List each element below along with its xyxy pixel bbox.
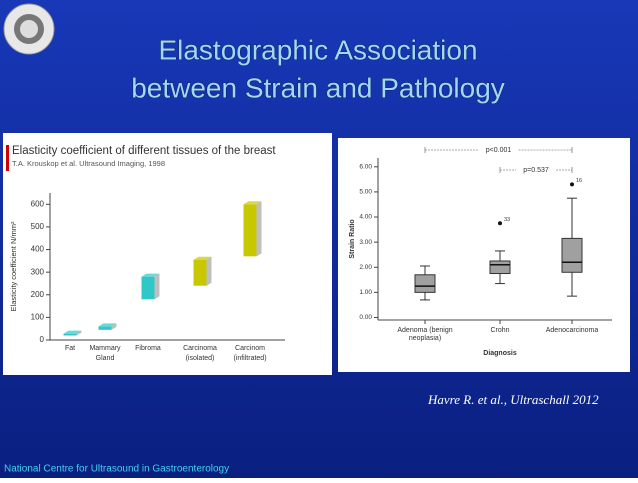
x-tick-label: (isolated) xyxy=(186,355,215,362)
bar-top xyxy=(141,273,160,277)
footer: National Centre for Ultrasound in Gastro… xyxy=(4,464,229,475)
y-axis-label: Strain Ratio xyxy=(349,219,356,258)
title-accent xyxy=(6,145,9,171)
x-tick-label: Carcinom xyxy=(235,345,265,352)
y-tick-label: 2.00 xyxy=(359,264,372,271)
x-tick-label: Adenocarcinoma xyxy=(546,327,599,334)
bar-top xyxy=(63,330,82,334)
y-tick-label: 100 xyxy=(31,312,45,321)
annotation: p<0.001 xyxy=(486,147,512,154)
bar xyxy=(193,259,207,286)
x-axis-label: Diagnosis xyxy=(483,350,517,357)
y-tick-label: 300 xyxy=(31,267,45,276)
y-tick-label: 3.00 xyxy=(359,239,372,246)
y-tick-label: 0 xyxy=(40,335,45,344)
x-tick-label: Fibroma xyxy=(135,345,161,352)
y-tick-label: 400 xyxy=(31,245,45,254)
y-tick-label: 1.00 xyxy=(359,289,372,296)
bar-side xyxy=(111,323,117,330)
bar xyxy=(141,276,155,300)
slide-title: Elastographic Association xyxy=(158,34,477,65)
x-tick-label: Mammary xyxy=(89,345,121,352)
y-tick-label: 4.00 xyxy=(359,214,372,221)
bar-top xyxy=(243,201,262,205)
y-tick-label: 200 xyxy=(31,290,45,299)
bar xyxy=(243,204,257,257)
y-tick-label: 0.00 xyxy=(359,314,372,321)
outlier xyxy=(498,221,502,226)
chart-subtitle: T.A. Krouskop et al. Ultrasound Imaging,… xyxy=(12,159,165,168)
chart-title: Elasticity coefficient of different tiss… xyxy=(12,145,276,157)
y-tick-label: 6.00 xyxy=(359,164,372,171)
outlier-label: 16 xyxy=(576,178,582,184)
bar-top xyxy=(193,256,212,260)
y-tick-label: 5.00 xyxy=(359,189,372,196)
x-tick-label: Gland xyxy=(96,355,115,362)
outlier-label: 33 xyxy=(504,217,510,223)
chart-panel xyxy=(3,133,332,375)
box xyxy=(489,260,511,275)
bar-side xyxy=(76,330,82,336)
box xyxy=(414,274,436,293)
citation: Havre R. et al., Ultraschall 2012 xyxy=(427,392,599,407)
x-tick-label: (infiltrated) xyxy=(233,355,266,362)
bar-side xyxy=(206,256,212,286)
y-axis-label: Elasticity coefficient N/mm² xyxy=(9,221,18,311)
box xyxy=(561,237,583,273)
logo xyxy=(3,3,55,55)
x-tick-label: Fat xyxy=(65,345,75,352)
bar-side xyxy=(154,273,160,300)
x-tick-label: Carcinoma xyxy=(183,345,217,352)
annotation: p=0.537 xyxy=(523,167,549,174)
y-tick-label: 500 xyxy=(31,222,45,231)
bar xyxy=(98,326,112,330)
chart-panel xyxy=(338,138,630,372)
x-tick-label: neoplasia) xyxy=(409,335,441,342)
bar-side xyxy=(256,201,262,257)
y-tick-label: 600 xyxy=(31,199,45,208)
outlier xyxy=(570,182,574,187)
bar-top xyxy=(98,323,117,327)
bar xyxy=(63,333,77,336)
slide-title: between Strain and Pathology xyxy=(131,72,505,103)
x-tick-label: Adenoma (benign xyxy=(397,327,452,334)
x-tick-label: Crohn xyxy=(490,327,509,334)
